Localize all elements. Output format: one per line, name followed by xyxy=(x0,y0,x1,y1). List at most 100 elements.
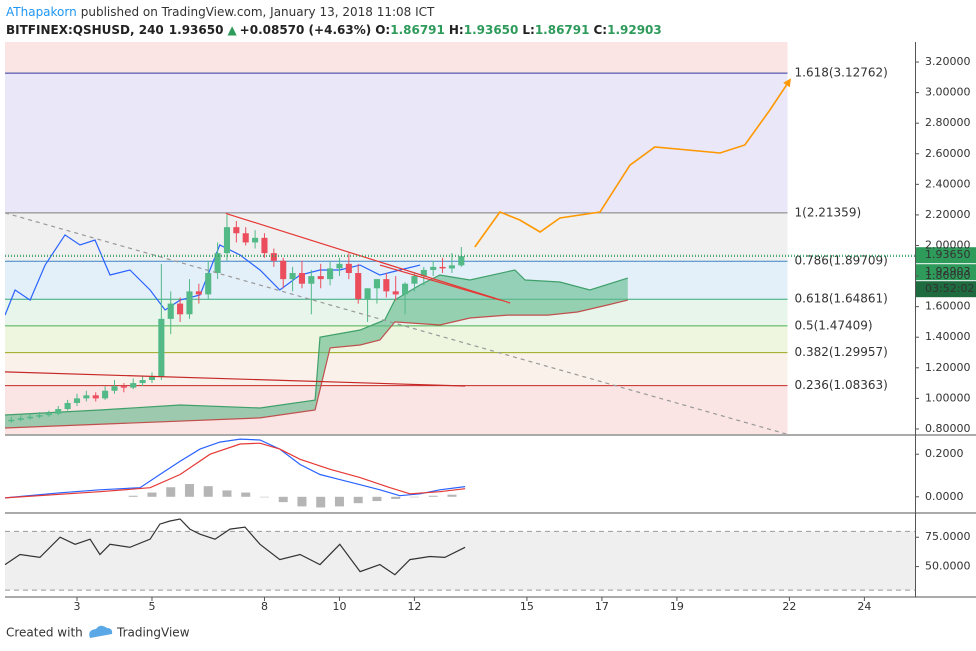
y-tick-label: 2.00000 xyxy=(925,238,971,251)
candle-body xyxy=(130,383,137,388)
candle-body xyxy=(448,265,455,269)
fib-band xyxy=(5,325,788,353)
candle-body xyxy=(280,260,287,280)
macd-histogram-bar xyxy=(316,496,326,508)
symbol: BITFINEX:QSHUSD, 240 xyxy=(6,23,164,37)
x-tick-label: 10 xyxy=(332,600,346,613)
y-tick-label: 2.40000 xyxy=(925,177,971,190)
candle-body xyxy=(73,398,81,403)
y-tick-label: 1.00000 xyxy=(925,391,971,404)
candle-body xyxy=(270,253,277,261)
indicator-line xyxy=(4,518,466,576)
drawing-line xyxy=(225,212,511,304)
candle-body xyxy=(111,386,118,391)
candle-body xyxy=(139,380,146,384)
fib-label: 0.786(1.89709) xyxy=(795,254,888,268)
candle-body xyxy=(439,266,446,269)
macd-histogram-bar xyxy=(259,496,269,498)
change-arrow: ▲ xyxy=(227,23,237,37)
candle-body xyxy=(186,291,193,315)
x-tick-label: 19 xyxy=(670,600,684,613)
candle-body xyxy=(83,395,90,399)
x-tick-label: 12 xyxy=(407,600,421,613)
candle-body xyxy=(336,263,343,269)
x-tick-label: 24 xyxy=(857,600,871,613)
x-tick-label: 5 xyxy=(148,600,155,613)
y-tick-label: 1.60000 xyxy=(925,300,971,313)
footer-bar xyxy=(0,617,976,651)
candle-body xyxy=(158,318,165,377)
candle-body xyxy=(55,409,62,414)
candle-body xyxy=(8,419,15,422)
candle-body xyxy=(383,279,390,292)
candle-body xyxy=(373,279,380,289)
fib-label: 1.618(3.12762) xyxy=(795,66,888,80)
y-tick-label: 2.20000 xyxy=(925,208,971,221)
cloud-upper-edge xyxy=(5,269,628,416)
candle-body xyxy=(36,415,43,417)
price-tag-label: 1.93650 xyxy=(925,248,971,261)
author[interactable]: AThapakorn xyxy=(6,5,77,19)
macd-histogram-bar xyxy=(391,496,401,499)
y-tick-label: 1.80000 xyxy=(925,269,971,282)
candle-body xyxy=(233,227,240,234)
x-tick-label: 17 xyxy=(595,600,609,613)
countdown: 03:52:02 xyxy=(925,282,974,295)
candle-body xyxy=(242,233,249,243)
candle-body xyxy=(195,291,202,295)
x-tick-label: 8 xyxy=(261,600,268,613)
macd-histogram-bar xyxy=(128,495,138,497)
candle-body xyxy=(214,253,221,274)
drawing-line xyxy=(474,78,791,248)
candle-body xyxy=(364,288,371,300)
footer-created: Created with xyxy=(6,626,83,640)
indicator-line xyxy=(4,442,466,499)
macd-histogram-bar xyxy=(278,496,288,503)
candle-body xyxy=(45,413,52,416)
candle-body xyxy=(17,418,24,420)
price-tag xyxy=(916,247,976,264)
axes: 1.93650 1.92903 03:52:02 3 5 8 10 12 15 17 19 22 24 0… xyxy=(73,55,976,613)
brand-logo[interactable] xyxy=(89,625,113,638)
fib-band xyxy=(5,352,788,386)
drawing-line xyxy=(379,264,501,301)
macd-histogram-bar xyxy=(428,495,438,497)
fib-label: 0.382(1.29957) xyxy=(795,345,888,359)
footer-brand[interactable]: TradingView xyxy=(116,626,190,640)
candle-body xyxy=(402,283,409,295)
indicator-line xyxy=(4,438,466,499)
candle-body xyxy=(289,273,296,280)
header-line: AThapakorn published on TradingView.com, … xyxy=(6,5,435,19)
x-tick-label: 15 xyxy=(520,600,534,613)
fib-label: 1(2.21359) xyxy=(795,205,862,219)
candle-body xyxy=(223,227,231,254)
candle-body xyxy=(355,273,362,300)
published: published on TradingView.com, January 13… xyxy=(81,5,435,19)
y-tick-label: 50.0000 xyxy=(925,560,971,573)
fib-label: 0.618(1.64861) xyxy=(795,292,888,306)
candle-body xyxy=(392,291,399,295)
candle-body xyxy=(205,273,212,295)
candle-body xyxy=(430,266,437,270)
y-tick-label: 1.40000 xyxy=(925,330,971,343)
countdown-box xyxy=(916,281,976,298)
fib-label: 0.236(1.08363) xyxy=(795,378,888,392)
ohlc-value: 1.93650 xyxy=(464,23,519,37)
y-tick-label: 2.60000 xyxy=(925,147,971,160)
macd-histogram-bar xyxy=(241,492,251,497)
ohlc-value: 1.86791 xyxy=(390,23,445,37)
ohlc-label: L: xyxy=(522,23,534,37)
y-tick-label: 2.80000 xyxy=(925,116,971,129)
macd-histogram-bar xyxy=(297,496,307,507)
macd-histogram-bar xyxy=(166,487,176,497)
macd-histogram-bar xyxy=(203,486,213,497)
macd-histogram-bar xyxy=(353,496,363,504)
ohlc-value: 1.86791 xyxy=(535,23,590,37)
fib-band xyxy=(5,42,788,74)
candle-body xyxy=(327,268,334,280)
ohlc-label: C: xyxy=(593,23,607,37)
candle-body xyxy=(345,263,352,274)
change: +0.08570 (+4.63%) xyxy=(240,23,372,37)
